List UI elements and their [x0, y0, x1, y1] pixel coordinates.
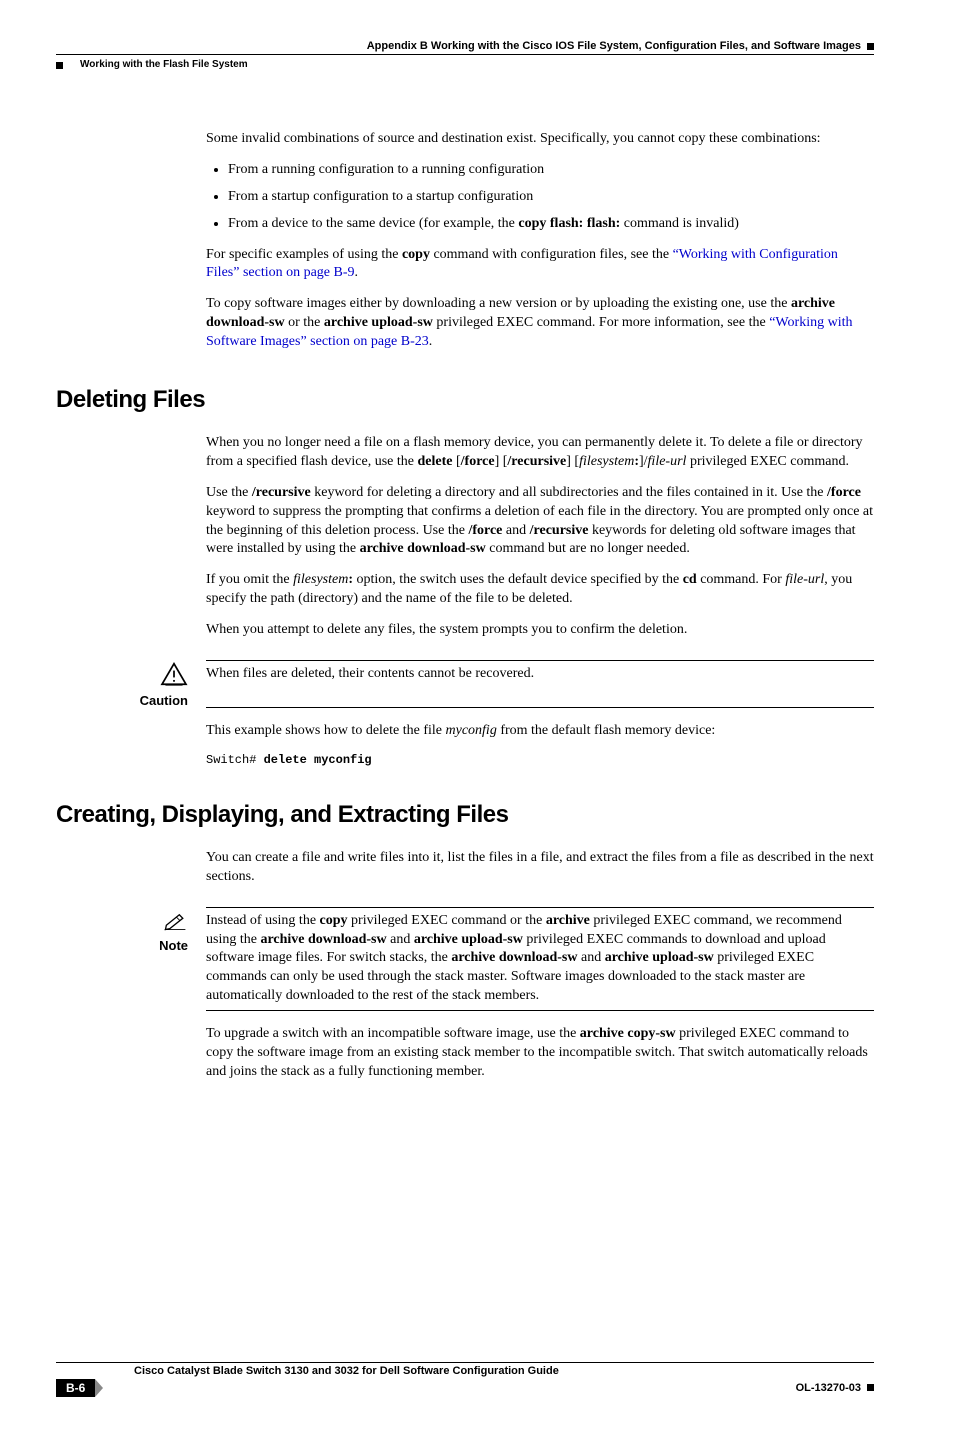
- deleting-block: When you no longer need a file on a flas…: [206, 434, 874, 640]
- page-number: B-6: [56, 1379, 95, 1397]
- caution-callout: Caution When files are deleted, their co…: [56, 660, 874, 708]
- deleting-p2: Use the /recursive keyword for deleting …: [206, 484, 874, 560]
- deleting-example: This example shows how to delete the fil…: [206, 722, 874, 767]
- intro-block: Some invalid combinations of source and …: [206, 130, 874, 352]
- note-callout: Note Instead of using the copy privilege…: [56, 907, 874, 1011]
- doc-id: OL-13270-03: [796, 1382, 874, 1394]
- intro-bullets: From a running configuration to a runnin…: [206, 161, 874, 234]
- header-appendix: Appendix B Working with the Cisco IOS Fi…: [56, 40, 874, 52]
- creating-p2-block: To upgrade a switch with an incompatible…: [206, 1025, 874, 1082]
- heading-deleting-files: Deleting Files: [56, 386, 874, 414]
- footer-book-title: Cisco Catalyst Blade Switch 3130 and 303…: [134, 1365, 559, 1377]
- creating-p1: You can create a file and write files in…: [206, 849, 874, 887]
- bullet-item: From a startup configuration to a startu…: [228, 188, 874, 207]
- creating-block: You can create a file and write files in…: [206, 849, 874, 887]
- deleting-p4: When you attempt to delete any files, th…: [206, 621, 874, 640]
- intro-p2: For specific examples of using the copy …: [206, 246, 874, 284]
- caution-label: Caution: [56, 693, 188, 708]
- page-header: Appendix B Working with the Cisco IOS Fi…: [56, 40, 874, 55]
- caution-icon: [56, 662, 188, 693]
- bullet-item: From a device to the same device (for ex…: [228, 215, 874, 234]
- deleting-p1: When you no longer need a file on a flas…: [206, 434, 874, 472]
- bullet-item: From a running configuration to a runnin…: [228, 161, 874, 180]
- page-number-wrap: B-6: [56, 1379, 103, 1397]
- deleting-p3: If you omit the filesystem: option, the …: [206, 571, 874, 609]
- note-icon: [56, 909, 188, 938]
- deleting-p5: This example shows how to delete the fil…: [206, 722, 874, 741]
- page-footer-bottom: B-6 OL-13270-03: [56, 1379, 874, 1397]
- note-label: Note: [56, 938, 188, 953]
- header-section: Working with the Flash File System: [56, 59, 874, 70]
- intro-p1: Some invalid combinations of source and …: [206, 130, 874, 149]
- code-example: Switch# delete myconfig: [206, 753, 874, 767]
- creating-p2: To upgrade a switch with an incompatible…: [206, 1025, 874, 1082]
- heading-creating-files: Creating, Displaying, and Extracting Fil…: [56, 801, 874, 829]
- page-footer: Cisco Catalyst Blade Switch 3130 and 303…: [56, 1362, 874, 1377]
- intro-p3: To copy software images either by downlo…: [206, 295, 874, 352]
- caution-text: When files are deleted, their contents c…: [206, 660, 874, 708]
- page: Appendix B Working with the Cisco IOS Fi…: [0, 0, 954, 1437]
- note-text: Instead of using the copy privileged EXE…: [206, 907, 874, 1011]
